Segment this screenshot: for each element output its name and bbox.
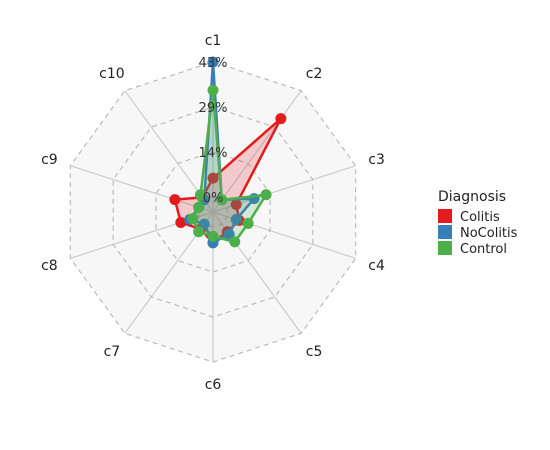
spoke-line: [70, 165, 214, 213]
point-control-c1: [207, 84, 219, 96]
radar-series: [169, 56, 287, 249]
point-colitis-c2: [275, 113, 287, 125]
axis-label-c6: c6: [205, 377, 222, 393]
grid-ring: [112, 106, 314, 318]
axis-label-c2: c2: [306, 66, 323, 82]
tick-label: 29%: [199, 101, 228, 116]
tick-label: 14%: [199, 146, 228, 161]
axis-label-c7: c7: [104, 344, 121, 360]
tick-labels: 0% 14% 29% 43%: [199, 56, 228, 206]
point-nocolitis-c1: [207, 56, 219, 68]
grid-ring: [198, 196, 228, 228]
point-control-c6: [207, 230, 219, 242]
point-nocolitis-c5: [223, 228, 235, 240]
point-control-c3: [260, 189, 272, 201]
axis-label-c9: c9: [41, 152, 58, 168]
spoke-line: [212, 90, 302, 213]
point-control-c2: [216, 194, 228, 206]
axis-label-c3: c3: [368, 152, 385, 168]
grid-ring: [155, 151, 271, 273]
point-control-c9: [193, 201, 205, 213]
grid-ring: [69, 61, 357, 363]
point-colitis-c3: [230, 198, 242, 210]
tick-label: 0%: [203, 191, 224, 206]
point-control-c4: [242, 217, 254, 229]
axis-labels: c1 c2 c3 c4 c5 c6 c7 c8 c9 c10: [41, 33, 385, 393]
axis-label-c1: c1: [205, 33, 222, 49]
point-colitis-c1: [207, 172, 219, 184]
axis-label-c10: c10: [99, 66, 125, 82]
point-control-c10: [194, 189, 206, 201]
point-nocolitis-c4: [230, 214, 242, 226]
point-nocolitis-c7: [198, 218, 210, 230]
legend-label-nocolitis: NoColitis: [460, 226, 518, 241]
axis-label-c4: c4: [368, 258, 385, 274]
point-colitis-c8: [175, 216, 187, 228]
legend-swatch-nocolitis: [438, 225, 452, 239]
axis-label-c8: c8: [41, 258, 58, 274]
point-colitis-c9: [169, 194, 181, 206]
legend-label-control: Control: [460, 242, 507, 257]
tick-label: 43%: [199, 56, 228, 71]
legend-swatch-control: [438, 241, 452, 255]
legend-label-colitis: Colitis: [460, 210, 500, 225]
legend-swatch-colitis: [438, 209, 452, 223]
legend-title: Diagnosis: [438, 189, 506, 205]
point-control-c5: [229, 236, 241, 248]
radar-grid: [69, 61, 357, 363]
point-control-c7: [193, 226, 205, 238]
axis-label-c5: c5: [306, 344, 323, 360]
point-control-c8: [187, 213, 199, 225]
